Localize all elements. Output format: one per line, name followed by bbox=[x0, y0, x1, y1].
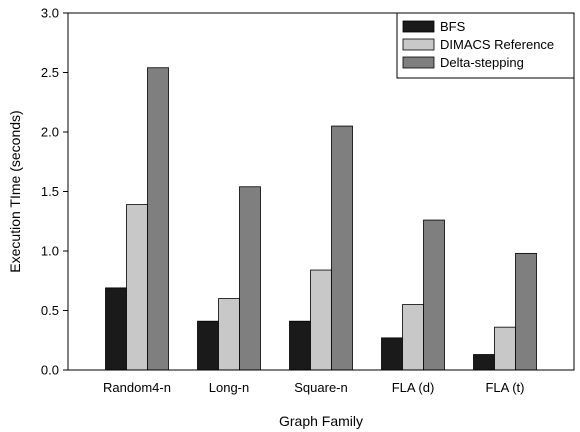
y-tick-label: 0.5 bbox=[41, 303, 59, 318]
x-axis-title: Graph Family bbox=[279, 413, 363, 429]
bar-delta-stepping-fla-t- bbox=[515, 252, 537, 371]
y-tick-label: 1.5 bbox=[41, 184, 59, 199]
bar-dimacs-reference-fla-d- bbox=[402, 304, 424, 371]
bar-dimacs-reference-random4-n bbox=[126, 204, 148, 371]
bar-delta-stepping-random4-n bbox=[147, 67, 169, 371]
x-tick-label: FLA (d) bbox=[392, 380, 435, 395]
bar-bfs-fla-t- bbox=[473, 354, 495, 371]
bar-bfs-square-n bbox=[289, 320, 311, 371]
y-tick-label: 2.0 bbox=[41, 125, 59, 140]
legend-swatch bbox=[402, 56, 435, 69]
bar-dimacs-reference-long-n bbox=[218, 298, 240, 371]
x-tick-label: Long-n bbox=[209, 380, 249, 395]
x-tick-label: FLA (t) bbox=[485, 380, 524, 395]
legend-label: DIMACS Reference bbox=[440, 37, 554, 52]
bar-bfs-fla-d- bbox=[381, 337, 403, 371]
legend-swatch bbox=[402, 20, 435, 33]
y-tick-label: 0.0 bbox=[41, 363, 59, 378]
legend: BFS DIMACS Reference Delta-stepping bbox=[396, 12, 575, 79]
bar-bfs-random4-n bbox=[105, 287, 127, 371]
x-tick-label: Square-n bbox=[294, 380, 347, 395]
bar-delta-stepping-square-n bbox=[331, 125, 353, 371]
bar-dimacs-reference-square-n bbox=[310, 269, 332, 371]
bar-delta-stepping-fla-d- bbox=[423, 219, 445, 371]
legend-swatch bbox=[402, 38, 435, 51]
bar-delta-stepping-long-n bbox=[239, 186, 261, 371]
y-tick-label: 2.5 bbox=[41, 65, 59, 80]
legend-label: BFS bbox=[440, 19, 466, 34]
y-axis-title: Execution TIme (seconds) bbox=[7, 110, 23, 272]
legend-label: Delta-stepping bbox=[440, 55, 524, 70]
bar-bfs-long-n bbox=[197, 320, 219, 371]
axes-layer: Random4-n Long-n Square-n FLA (d) FLA (t) 0.0… bbox=[41, 6, 575, 395]
y-tick-label: 3.0 bbox=[41, 6, 59, 21]
bars-layer bbox=[105, 67, 537, 371]
x-tick-label: Random4-n bbox=[103, 380, 171, 395]
bar-dimacs-reference-fla-t- bbox=[494, 326, 516, 371]
y-tick-label: 1.0 bbox=[41, 244, 59, 259]
